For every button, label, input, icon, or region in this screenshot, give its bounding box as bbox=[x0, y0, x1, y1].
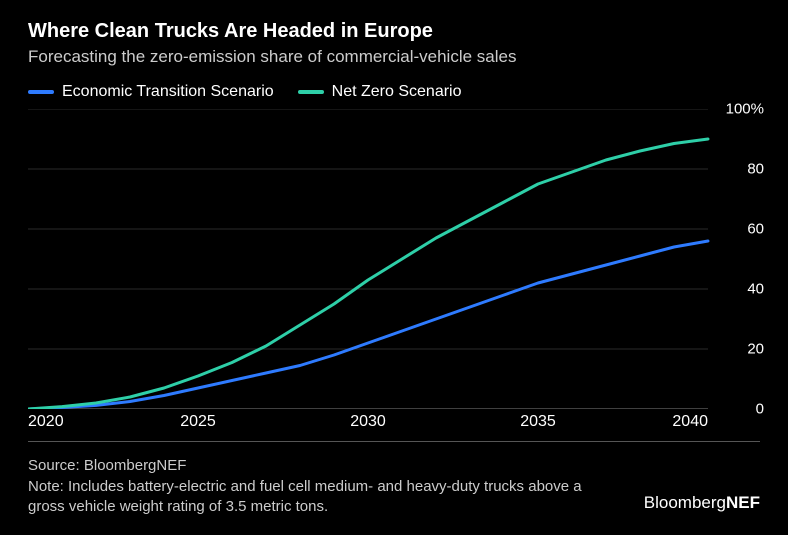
x-tick-label: 2025 bbox=[180, 413, 216, 431]
y-tick-label: 100% bbox=[726, 101, 764, 118]
y-tick-label: 0 bbox=[756, 401, 764, 418]
x-axis-labels: 2020 2025 2030 2035 2040 bbox=[28, 413, 708, 435]
x-tick-label: 2020 bbox=[28, 413, 64, 431]
y-tick-label: 60 bbox=[747, 221, 764, 238]
chart-title: Where Clean Trucks Are Headed in Europe bbox=[28, 20, 760, 43]
y-tick-label: 80 bbox=[747, 161, 764, 178]
chart-subtitle: Forecasting the zero-emission share of c… bbox=[28, 47, 760, 67]
footer-divider bbox=[28, 441, 760, 442]
legend-item-ets: Economic Transition Scenario bbox=[28, 83, 274, 101]
line-chart-svg bbox=[28, 109, 760, 409]
series-line bbox=[28, 241, 708, 409]
series-line bbox=[28, 139, 708, 409]
legend-label-ets: Economic Transition Scenario bbox=[62, 83, 274, 101]
legend: Economic Transition Scenario Net Zero Sc… bbox=[28, 83, 760, 101]
legend-swatch-ets bbox=[28, 90, 54, 94]
y-axis-labels: 020406080100% bbox=[712, 109, 764, 409]
note-text: Note: Includes battery-electric and fuel… bbox=[28, 477, 588, 518]
x-tick-label: 2035 bbox=[520, 413, 556, 431]
source-text: Source: BloombergNEF bbox=[28, 456, 760, 476]
legend-label-nzs: Net Zero Scenario bbox=[332, 83, 462, 101]
chart-card: Where Clean Trucks Are Headed in Europe … bbox=[0, 0, 788, 535]
legend-item-nzs: Net Zero Scenario bbox=[298, 83, 462, 101]
x-tick-label: 2040 bbox=[672, 413, 708, 431]
brand-suffix: NEF bbox=[726, 493, 760, 512]
plot-area: 020406080100% bbox=[28, 109, 760, 409]
y-tick-label: 40 bbox=[747, 281, 764, 298]
chart-footer: Source: BloombergNEF Note: Includes batt… bbox=[28, 456, 760, 517]
y-tick-label: 20 bbox=[747, 341, 764, 358]
brand-logo: BloombergNEF bbox=[644, 493, 760, 513]
x-tick-label: 2030 bbox=[350, 413, 386, 431]
brand-prefix: Bloomberg bbox=[644, 493, 726, 512]
legend-swatch-nzs bbox=[298, 90, 324, 94]
